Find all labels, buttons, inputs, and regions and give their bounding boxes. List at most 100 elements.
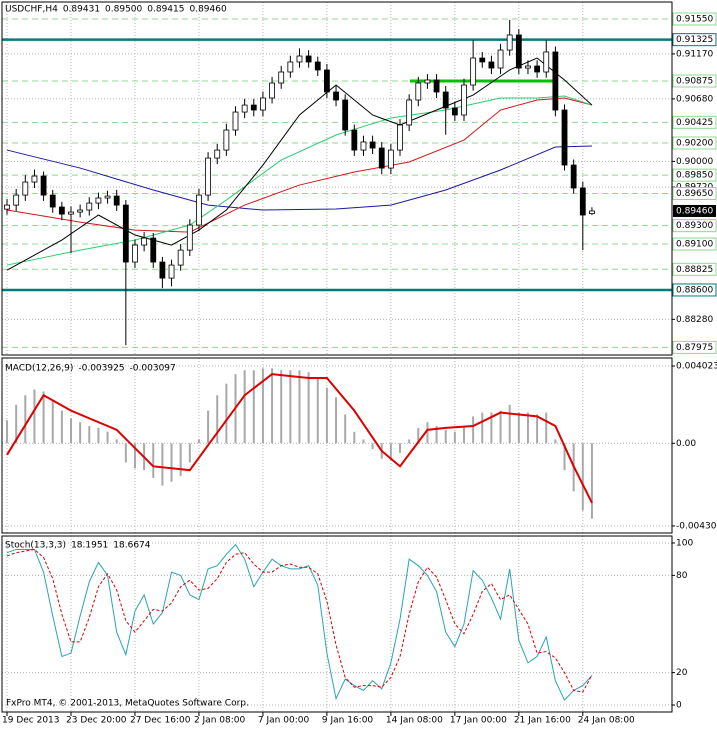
level-label-box [672, 340, 717, 354]
candle-body [296, 55, 303, 63]
header-text: 0.89431 [63, 5, 100, 15]
header-text: USDCHF,H4 [5, 5, 58, 15]
level-label-box [672, 168, 717, 182]
x-tick-label: 9 Jan 16:00 [322, 716, 374, 726]
candle-body [406, 99, 413, 126]
x-tick-label: 7 Jan 00:00 [258, 716, 310, 726]
y-tick-label: 0.88280 [676, 315, 713, 325]
header-text: -0.003097 [130, 364, 176, 374]
candle-body [150, 237, 157, 263]
candle-body [305, 55, 312, 63]
candle-body [260, 97, 266, 111]
level-label: 0.91550 [676, 14, 713, 24]
candle-body [186, 224, 193, 251]
x-tick-label: 21 Jan 16:00 [514, 716, 571, 726]
y-tick-label: 0.91170 [676, 49, 713, 59]
y-tick-label: 100 [676, 538, 693, 548]
level-label-box [672, 115, 717, 129]
candle-body [378, 147, 385, 169]
level-label-box [672, 283, 717, 297]
candle-body [333, 91, 339, 101]
header-text: -0.003925 [78, 364, 124, 374]
candle-body [122, 204, 129, 263]
candle-body [461, 84, 467, 116]
header-text: 0.89460 [189, 5, 226, 15]
candle-body [168, 264, 175, 279]
level-label-box [672, 136, 717, 150]
header-text: 0.89500 [105, 5, 142, 15]
candle-body [579, 187, 586, 216]
candle-body [40, 175, 47, 196]
candle-body [278, 71, 285, 84]
y-tick-label: 0.90000 [676, 157, 713, 167]
x-tick-label: 27 Dec 16:00 [130, 716, 191, 726]
header-text: 18.6674 [113, 541, 150, 551]
candle-body [506, 34, 513, 51]
candle-body [177, 249, 184, 266]
candle-body [470, 57, 477, 86]
level-label-box [672, 219, 717, 233]
x-tick-label: 2 Jan 08:00 [194, 716, 246, 726]
candle-body [488, 61, 495, 69]
candle-body [570, 164, 577, 189]
level-label: 0.88825 [676, 265, 713, 275]
level-label: 0.89300 [676, 221, 713, 231]
bid-label: 0.89460 [676, 206, 713, 216]
stoch-plot [2, 542, 672, 706]
candle-body [351, 129, 358, 151]
moving-average [6, 145, 592, 211]
candle-body [4, 204, 10, 210]
y-tick-label: 0.00 [676, 439, 696, 449]
stoch-main [6, 543, 593, 702]
candle-body [58, 206, 65, 215]
candle-body [552, 51, 559, 111]
candle-body [360, 141, 367, 151]
candle-body [287, 61, 294, 73]
level-label: 0.91325 [676, 35, 713, 45]
candle-body [534, 65, 541, 73]
candle-body [77, 209, 84, 213]
candle-body [113, 195, 120, 206]
candle-body [95, 197, 102, 204]
level-label-box [672, 12, 717, 26]
y-tick-label: 80 [676, 571, 688, 581]
level-label-box [672, 74, 717, 88]
x-tick-label: 17 Jan 00:00 [450, 716, 507, 726]
level-label: 0.87975 [676, 343, 713, 353]
header-text: 0.89415 [147, 5, 184, 15]
candle-body [86, 202, 93, 211]
level-label-box [672, 33, 717, 47]
candle-body [22, 181, 29, 196]
candle-body [515, 34, 522, 69]
x-tick-label: 14 Jan 08:00 [386, 716, 443, 726]
candle-body [214, 149, 221, 159]
y-tick-label: 20 [676, 668, 688, 678]
candle-body [13, 194, 20, 206]
level-label-box [672, 187, 717, 201]
level-label: 0.90200 [676, 138, 713, 148]
candle-body [387, 149, 394, 169]
candle-body [497, 49, 504, 69]
x-tick-label: 19 Dec 2013 [2, 716, 60, 726]
header-text: MACD(12,26,9) [5, 364, 73, 374]
stoch-signal [6, 548, 593, 693]
candle-body [68, 211, 74, 215]
candle-body [250, 104, 257, 111]
header-text: Stoch(13,3,3) [5, 541, 66, 551]
copyright: FxPro MT4, © 2001-2013, MetaQuotes Softw… [6, 699, 249, 709]
candle-body [141, 237, 148, 246]
candle-body [397, 124, 403, 151]
candle-body [49, 194, 56, 208]
candle-body [561, 109, 568, 166]
candle-body [232, 111, 239, 131]
level-label: 0.89100 [676, 240, 713, 250]
macd-signal [6, 373, 593, 504]
x-tick-label: 24 Jan 08:00 [578, 716, 635, 726]
bid-label-box [673, 204, 716, 217]
x-tick-label: 23 Dec 20:00 [66, 716, 127, 726]
y-tick-label: 0 [676, 701, 682, 711]
level-label: 0.90425 [676, 118, 713, 128]
candle-body [415, 82, 422, 101]
